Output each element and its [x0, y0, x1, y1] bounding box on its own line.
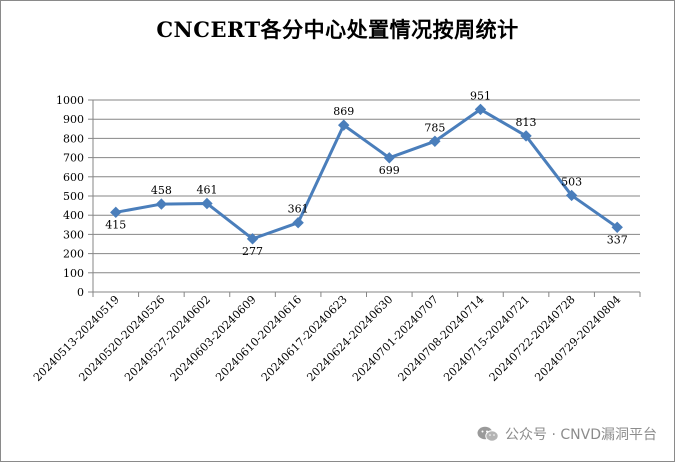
y-tick-label: 200 — [63, 248, 84, 261]
data-point — [292, 216, 304, 229]
axes — [88, 99, 641, 297]
wechat-icon — [477, 426, 499, 442]
data-point — [201, 197, 213, 210]
x-tick-label: 20240708-20240714 — [396, 293, 487, 384]
data-label: 951 — [470, 89, 491, 102]
watermark-text: 公众号 · CNVD漏洞平台 — [505, 427, 657, 443]
data-label: 458 — [151, 184, 172, 197]
y-tick-label: 900 — [63, 113, 84, 126]
data-label: 361 — [288, 203, 309, 216]
x-tick-labels: 20240513-2024051920240520-20240526202405… — [31, 293, 623, 384]
data-point — [565, 189, 578, 202]
data-label: 415 — [105, 218, 126, 231]
data-point — [338, 119, 350, 131]
y-tick-label: 100 — [63, 267, 84, 280]
x-tick-label: 20240520-20240526 — [76, 293, 167, 384]
series-line — [115, 107, 619, 241]
y-tick-label: 500 — [63, 190, 84, 203]
chart-title: CNCERT各分中心处置情况按周统计 — [156, 17, 519, 42]
data-label: 785 — [424, 121, 445, 134]
y-tick-label: 600 — [63, 171, 84, 184]
x-tick-label: 20240722-20240728 — [487, 293, 578, 384]
data-point — [474, 103, 487, 116]
data-point — [520, 130, 532, 142]
x-tick-label: 20240624-20240630 — [304, 293, 395, 384]
x-tick-label: 20240701-20240707 — [350, 293, 441, 384]
data-labels: 415 458 461 277 361 869 699 785 951 813 503 337 — [105, 89, 627, 257]
x-tick-label: 20240610-20240616 — [213, 293, 304, 384]
x-tick-label: 20240715-20240721 — [441, 293, 532, 384]
x-tick-label: 20240617-20240623 — [259, 293, 350, 384]
data-label: 813 — [516, 116, 537, 129]
data-point — [429, 135, 441, 147]
y-tick-labels: 0 100 200 300 400 500 600 700 800 900 1000 — [56, 94, 84, 299]
data-point — [383, 152, 395, 164]
data-point — [611, 221, 623, 234]
data-point — [155, 198, 168, 210]
data-label: 277 — [242, 245, 263, 258]
x-tick-label: 20240527-20240602 — [122, 293, 213, 384]
data-label: 503 — [561, 175, 582, 188]
y-tick-label: 0 — [77, 286, 84, 299]
y-tick-label: 1000 — [56, 94, 84, 107]
data-label: 461 — [196, 183, 217, 196]
y-tick-label: 800 — [63, 132, 84, 145]
x-tick-label: 20240729-20240804 — [532, 293, 623, 384]
data-point — [110, 206, 122, 219]
y-tick-label: 400 — [63, 209, 84, 222]
x-tick-label: 20240513-20240519 — [31, 293, 122, 384]
gridlines — [93, 99, 640, 274]
x-tick-label: 20240603-20240609 — [168, 293, 259, 384]
data-label: 699 — [379, 164, 400, 177]
series-group — [110, 103, 623, 245]
data-label: 337 — [607, 233, 628, 246]
data-point — [246, 233, 259, 245]
watermark: 公众号 · CNVD漏洞平台 — [477, 424, 657, 444]
y-tick-label: 700 — [63, 152, 84, 165]
y-tick-label: 300 — [63, 228, 84, 241]
data-label: 869 — [333, 105, 354, 118]
